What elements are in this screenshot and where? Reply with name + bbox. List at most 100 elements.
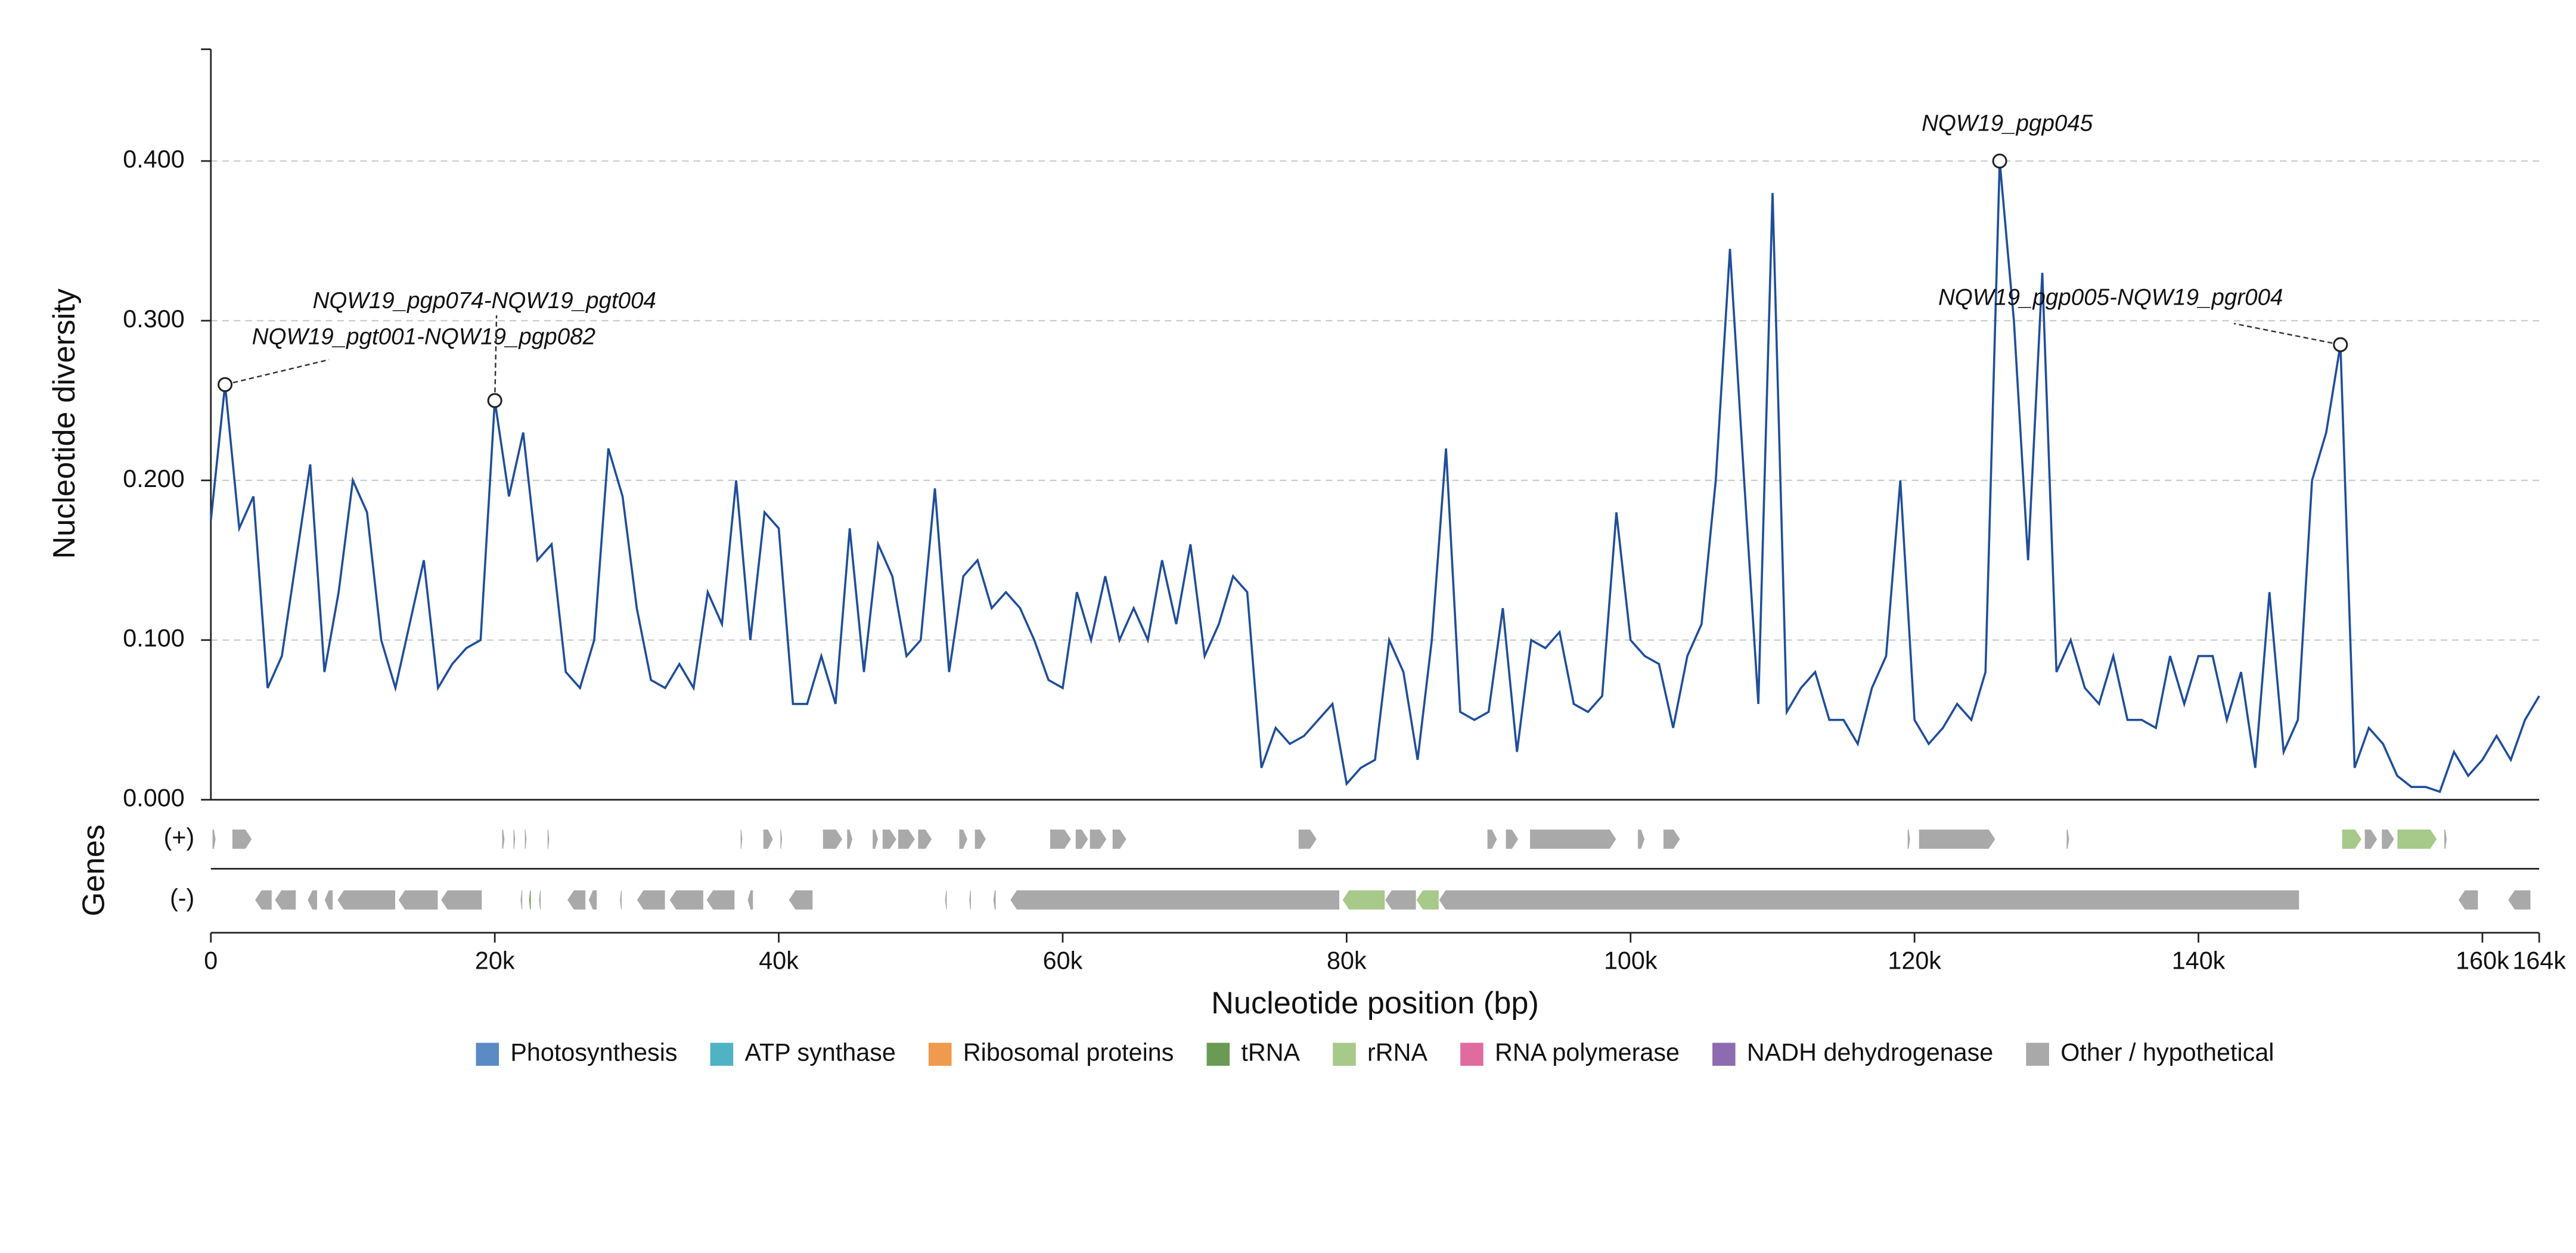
y-tick-label: 0.300 — [123, 305, 184, 333]
gene — [619, 889, 622, 910]
legend-swatch — [476, 1043, 499, 1066]
gene — [1907, 829, 1911, 849]
legend-swatch — [1333, 1043, 1356, 1066]
legend-label: Other / hypothetical — [2060, 1039, 2274, 1066]
gene — [1010, 889, 1340, 910]
gene — [1663, 829, 1681, 849]
gene — [547, 829, 550, 849]
gene — [337, 889, 396, 910]
gene — [882, 829, 897, 849]
legend-swatch — [2026, 1043, 2049, 1066]
x-tick-label: 0 — [204, 947, 218, 974]
gene — [846, 829, 853, 849]
legend-label: rRNA — [1367, 1039, 1427, 1066]
y-tick-label: 0.000 — [123, 784, 184, 812]
annotation-marker — [2333, 337, 2348, 352]
gene — [1075, 829, 1089, 849]
gene — [762, 829, 774, 849]
gene — [1637, 829, 1646, 849]
gene — [2364, 829, 2378, 849]
gene — [2341, 829, 2362, 849]
legend-label: RNA polymerase — [1495, 1039, 1680, 1066]
annotation-marker — [1992, 153, 2007, 169]
gene — [1385, 889, 1417, 910]
gene — [1416, 889, 1439, 910]
gene — [567, 889, 586, 910]
annotation-leader — [2233, 322, 2341, 346]
x-tick-label: 60k — [1043, 947, 1083, 974]
gene — [2444, 829, 2447, 849]
gene — [788, 889, 814, 910]
gene — [232, 829, 253, 849]
gene — [212, 829, 216, 849]
x-tick-label: 140k — [2172, 947, 2226, 974]
gene — [1112, 829, 1127, 849]
gene — [588, 889, 598, 910]
legend-label: tRNA — [1241, 1039, 1300, 1066]
gene — [2381, 829, 2395, 849]
gene — [324, 889, 334, 910]
gene — [538, 889, 542, 910]
legend-swatch — [1206, 1043, 1230, 1066]
x-tick-label: 80k — [1327, 947, 1367, 974]
gene — [520, 889, 523, 910]
gene — [823, 829, 843, 849]
gene — [872, 829, 879, 849]
gene — [958, 829, 968, 849]
legend-swatch — [710, 1043, 734, 1066]
gene-track-label: Genes — [77, 824, 111, 916]
gene — [501, 829, 505, 849]
gene — [974, 829, 986, 849]
gene — [669, 889, 704, 910]
annotation-leader — [494, 315, 498, 401]
gene — [706, 889, 735, 910]
gene — [898, 829, 915, 849]
gene — [1298, 829, 1317, 849]
legend-swatch — [1460, 1043, 1483, 1066]
gene — [513, 829, 516, 849]
gene — [969, 889, 972, 910]
gene — [636, 889, 666, 910]
x-tick-label: 100k — [1604, 947, 1658, 974]
legend-label: Photosynthesis — [510, 1039, 677, 1066]
gene — [2397, 829, 2438, 849]
gene — [398, 889, 439, 910]
gene — [1089, 829, 1107, 849]
gene — [307, 889, 318, 910]
gene — [1050, 829, 1072, 849]
gene — [747, 889, 754, 910]
strand-label: (-) — [170, 885, 194, 912]
x-tick-label: 40k — [759, 947, 799, 974]
legend-label: Ribosomal proteins — [963, 1039, 1174, 1066]
diversity-line — [209, 160, 2540, 793]
strand-label: (+) — [164, 824, 195, 851]
gene — [524, 829, 527, 849]
legend-swatch — [928, 1043, 952, 1066]
gene — [2457, 889, 2479, 910]
gene — [780, 829, 783, 849]
x-axis-label: Nucleotide position (bp) — [1211, 986, 1539, 1021]
x-tick-label: 160k — [2456, 947, 2509, 974]
gene — [2507, 889, 2531, 910]
annotation-marker — [218, 377, 233, 392]
annotation-label: NQW19_pgp045 — [1922, 111, 2093, 137]
y-tick-label: 0.200 — [123, 465, 184, 492]
gene — [274, 889, 297, 910]
y-tick-label: 0.100 — [123, 625, 184, 652]
gene — [1918, 829, 1996, 849]
gene — [528, 889, 532, 910]
gene — [740, 829, 743, 849]
y-axis-label: Nucleotide diversity — [47, 288, 82, 559]
x-tick-label: 164k — [2512, 947, 2566, 974]
gene — [2066, 829, 2070, 849]
gene — [1438, 889, 2300, 910]
x-tick-label: 20k — [475, 947, 515, 974]
annotation-leader — [225, 359, 330, 386]
gene — [992, 889, 997, 910]
gene — [1486, 829, 1498, 849]
annotation-marker — [487, 393, 502, 408]
gene — [944, 889, 948, 910]
gene — [1505, 829, 1519, 849]
